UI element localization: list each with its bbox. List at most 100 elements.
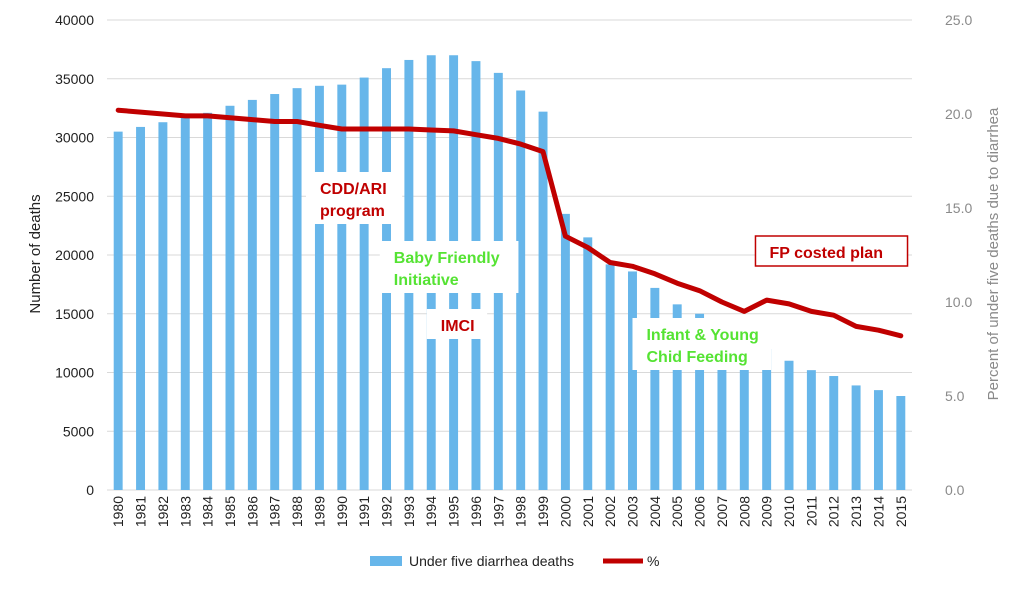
bar: [583, 237, 593, 490]
bar: [270, 94, 280, 491]
bar: [672, 304, 682, 490]
x-tick-label: 2010: [781, 496, 797, 527]
bar: [851, 385, 861, 490]
left-tick-label: 0: [86, 482, 94, 498]
left-tick-label: 30000: [55, 130, 94, 146]
bar: [896, 396, 906, 490]
legend-swatch-bars: [370, 556, 402, 566]
right-tick-label: 10.0: [945, 294, 972, 310]
x-tick-label: 1993: [401, 496, 417, 527]
left-tick-label: 5000: [63, 423, 94, 439]
x-tick-label: 1995: [446, 496, 462, 527]
annotation-box: [379, 241, 519, 293]
right-tick-label: 20.0: [945, 106, 972, 122]
right-tick-label: 5.0: [945, 388, 965, 404]
bar: [628, 271, 637, 490]
bar: [560, 213, 570, 490]
legend-label-bars: Under five diarrhea deaths: [409, 553, 574, 569]
bar: [314, 85, 324, 491]
x-tick-label: 2000: [557, 496, 573, 527]
left-tick-label: 25000: [55, 188, 94, 204]
bar: [762, 349, 772, 490]
right-axis-ticks: 0.0 5.0 10.0 15.0 20.0 25.0: [945, 12, 972, 498]
left-tick-label: 15000: [55, 306, 94, 322]
series-line: [115, 107, 904, 339]
bar: [538, 111, 548, 491]
bar: [873, 390, 883, 490]
x-tick-label: 1996: [468, 496, 484, 527]
bar: [605, 264, 615, 490]
x-tick-label: 1981: [133, 496, 149, 527]
bar: [516, 90, 526, 490]
legend: Under five diarrhea deaths %: [370, 553, 659, 569]
bar: [113, 131, 123, 490]
x-tick-label: 2014: [870, 496, 886, 527]
bar: [180, 117, 190, 491]
bar: [717, 323, 727, 490]
x-tick-label: 1991: [356, 496, 372, 527]
bar: [337, 84, 347, 490]
left-tick-label: 35000: [55, 71, 94, 87]
bar: [650, 287, 660, 490]
x-tick-label: 2001: [580, 496, 596, 527]
bar: [247, 99, 257, 491]
bar: [359, 77, 369, 490]
line-series: [115, 107, 904, 339]
x-tick-label: 1984: [200, 496, 216, 527]
x-tick-label: 2006: [692, 496, 708, 527]
bar: [829, 376, 839, 490]
bar: [806, 370, 816, 490]
bar: [158, 122, 168, 490]
x-tick-label: 2012: [826, 496, 842, 527]
x-tick-label: 1990: [334, 496, 350, 527]
x-tick-label: 1998: [513, 496, 529, 527]
x-tick-label: 2007: [714, 496, 730, 527]
bar: [784, 360, 794, 490]
x-tick-label: 2002: [602, 496, 618, 527]
y-axis-title-right: Percent of under five deaths due to diar…: [985, 107, 1002, 400]
x-tick-label: 1983: [177, 496, 193, 527]
annotation-text: FP costed plan: [769, 245, 883, 262]
bar: [739, 337, 749, 490]
x-tick-label: 2003: [624, 496, 640, 527]
x-tick-label: 2015: [893, 496, 909, 527]
x-tick-label: 1999: [535, 496, 551, 527]
annotation-text: Chid Feeding: [646, 349, 747, 366]
annotation-box: [632, 318, 772, 370]
annotation-text: Initiative: [394, 272, 459, 289]
x-tick-label: 1992: [379, 496, 395, 527]
annotation-box: [754, 235, 909, 267]
annotations: CDD/ARI program Baby Friendly Initiative IMC…: [306, 172, 909, 370]
annotation-text: CDD/ARI: [320, 181, 387, 198]
bar: [292, 88, 302, 491]
x-tick-label: 1980: [110, 496, 126, 527]
right-tick-label: 0.0: [945, 482, 965, 498]
x-tick-label: 1987: [267, 496, 283, 527]
left-tick-label: 20000: [55, 247, 94, 263]
x-tick-label: 1986: [244, 496, 260, 527]
right-tick-label: 25.0: [945, 12, 972, 28]
left-axis-ticks: 0 5000 10000 15000 20000 25000 30000 35000 40000: [55, 12, 94, 498]
left-tick-label: 40000: [55, 12, 94, 28]
annotation-text: Infant & Young: [646, 327, 758, 344]
x-tick-label: 1988: [289, 496, 305, 527]
x-tick-label: 2013: [848, 496, 864, 527]
x-tick-label: 2009: [759, 496, 775, 527]
legend-label-line: %: [647, 553, 659, 569]
x-tick-label: 1994: [423, 496, 439, 527]
left-tick-label: 10000: [55, 365, 94, 381]
annotation-text: program: [320, 203, 385, 220]
bar: [225, 105, 235, 491]
annotation-box: [306, 172, 403, 224]
x-tick-label: 2011: [803, 496, 819, 526]
y-axis-title-left: Number of deaths: [27, 194, 44, 313]
x-tick-label: 2005: [669, 496, 685, 527]
x-tick-label: 1985: [222, 496, 238, 527]
annotation-text: IMCI: [441, 318, 475, 335]
bar: [136, 126, 146, 491]
right-tick-label: 15.0: [945, 200, 972, 216]
bar: [695, 313, 705, 490]
x-tick-label: 2008: [736, 496, 752, 527]
annotation-text: Baby Friendly: [394, 250, 500, 267]
